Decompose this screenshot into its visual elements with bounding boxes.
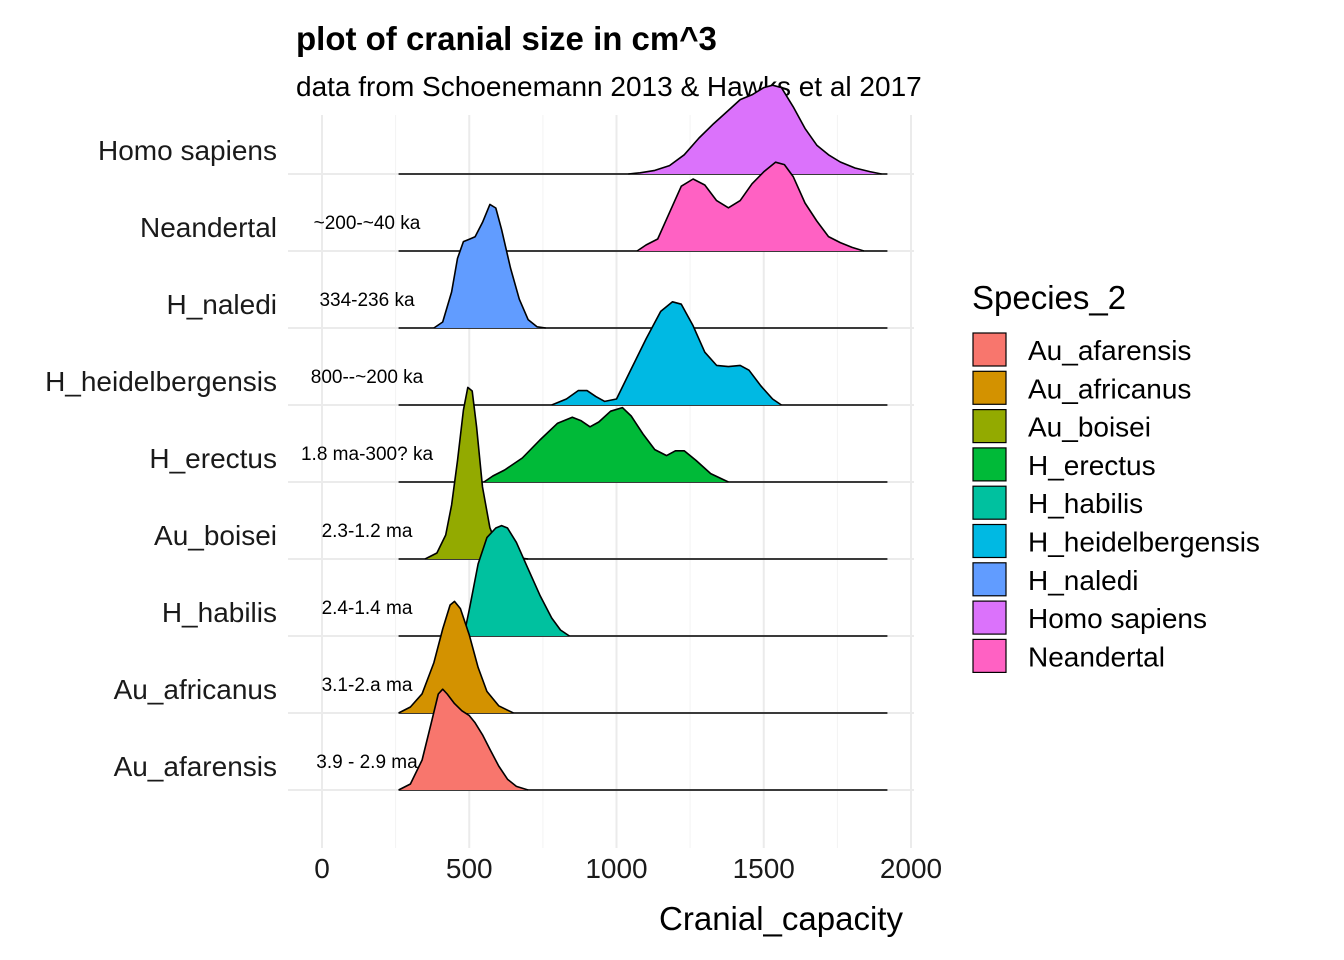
ridge-outline bbox=[483, 406, 729, 483]
ridge-outline bbox=[398, 688, 529, 791]
ridge-au-africanus bbox=[398, 600, 888, 714]
annotation-h-erectus: 1.8 ma-300? ka bbox=[301, 444, 433, 465]
legend-swatch bbox=[972, 485, 1007, 520]
legend: Species_2 Au_afarensis Au_africanus Au_boi… bbox=[972, 279, 1260, 674]
ridge-area bbox=[484, 407, 729, 482]
x-tick-label: 2000 bbox=[880, 853, 942, 884]
legend-item-homo-sapiens: Homo sapiens bbox=[972, 600, 1207, 635]
ridge-layer bbox=[398, 84, 888, 791]
y-label-homo-sapiens: Homo sapiens bbox=[98, 135, 277, 166]
legend-label: H_naledi bbox=[1028, 565, 1139, 596]
legend-swatch bbox=[972, 600, 1007, 635]
ridge-area bbox=[463, 525, 570, 636]
chart-title: plot of cranial size in cm^3 bbox=[296, 20, 717, 57]
x-tick-label: 1500 bbox=[733, 853, 795, 884]
annotation-h-heidelbergensis: 800--~200 ka bbox=[311, 367, 424, 388]
legend-label: Au_africanus bbox=[1028, 373, 1191, 404]
y-label-au-boisei: Au_boisei bbox=[154, 520, 277, 551]
ridge-h-habilis bbox=[398, 524, 888, 637]
x-tick-label: 500 bbox=[446, 853, 493, 884]
ridge-area bbox=[628, 85, 882, 174]
legend-label: Neandertal bbox=[1028, 641, 1165, 672]
y-axis-labels: Homo sapiens Neandertal H_naledi H_heidelbe… bbox=[45, 135, 277, 782]
ridge-area bbox=[551, 301, 782, 405]
y-label-h-heidelbergensis: H_heidelbergensis bbox=[45, 366, 277, 397]
legend-label: Au_afarensis bbox=[1028, 335, 1191, 366]
legend-label: H_habilis bbox=[1028, 488, 1143, 519]
ridge-area bbox=[433, 204, 546, 328]
x-tick-label: 0 bbox=[314, 853, 330, 884]
plot-panel: 3.9 - 2.9 ma 3.1-2.a ma 2.4-1.4 ma 2.3-1.2 … bbox=[288, 84, 914, 848]
ridge-au-afarensis bbox=[398, 688, 888, 791]
ridge-area bbox=[398, 689, 529, 790]
x-axis-ticks: 0 500 1000 1500 2000 bbox=[314, 853, 942, 884]
legend-item-h-habilis: H_habilis bbox=[972, 485, 1143, 520]
y-label-au-afarensis: Au_afarensis bbox=[114, 751, 277, 782]
ridge-area bbox=[637, 162, 864, 251]
y-label-au-africanus: Au_africanus bbox=[114, 674, 277, 705]
y-label-h-habilis: H_habilis bbox=[162, 597, 277, 628]
annotation-h-habilis: 2.4-1.4 ma bbox=[322, 598, 413, 619]
legend-item-au-africanus: Au_africanus bbox=[972, 370, 1191, 405]
y-label-h-erectus: H_erectus bbox=[149, 443, 277, 474]
ridge-h-naledi bbox=[398, 203, 888, 329]
legend-item-au-afarensis: Au_afarensis bbox=[972, 332, 1191, 367]
annotation-h-naledi: 334-236 ka bbox=[319, 290, 415, 311]
legend-title: Species_2 bbox=[972, 279, 1126, 316]
y-label-neandertal: Neandertal bbox=[140, 212, 277, 243]
annotation-au-africanus: 3.1-2.a ma bbox=[322, 675, 413, 696]
ridge-outline bbox=[398, 600, 514, 714]
legend-label: H_erectus bbox=[1028, 450, 1156, 481]
legend-swatch bbox=[972, 447, 1007, 482]
legend-label: Au_boisei bbox=[1028, 412, 1151, 443]
annotation-au-afarensis: 3.9 - 2.9 ma bbox=[316, 752, 418, 773]
legend-items: Au_afarensis Au_africanus Au_boisei H_erect… bbox=[972, 332, 1260, 674]
ridge-area bbox=[398, 601, 514, 713]
ridge-outline bbox=[462, 524, 570, 637]
legend-swatch bbox=[972, 523, 1007, 559]
y-label-h-naledi: H_naledi bbox=[166, 289, 277, 320]
legend-item-au-boisei: Au_boisei bbox=[972, 409, 1151, 444]
x-axis-title: Cranial_capacity bbox=[659, 900, 903, 937]
legend-label: H_heidelbergensis bbox=[1028, 527, 1260, 558]
ridge-homo-sapiens bbox=[398, 84, 888, 175]
ridge-outline bbox=[628, 84, 882, 175]
legend-label: Homo sapiens bbox=[1028, 603, 1207, 634]
ridge-outline bbox=[551, 301, 782, 406]
legend-item-h-naledi: H_naledi bbox=[972, 562, 1139, 597]
legend-item-neandertal: Neandertal bbox=[972, 638, 1165, 674]
legend-swatch bbox=[972, 370, 1007, 405]
x-tick-label: 1000 bbox=[585, 853, 647, 884]
ridge-area bbox=[425, 387, 529, 559]
ridge-outline bbox=[433, 203, 546, 329]
ridge-outline bbox=[636, 161, 865, 252]
legend-item-h-erectus: H_erectus bbox=[972, 447, 1156, 482]
legend-swatch bbox=[972, 562, 1007, 597]
annotation-layer: 3.9 - 2.9 ma 3.1-2.a ma 2.4-1.4 ma 2.3-1.2 … bbox=[301, 213, 433, 773]
ridge-h-heidelbergensis bbox=[398, 301, 888, 406]
annotation-neandertal: ~200-~40 ka bbox=[314, 213, 421, 234]
legend-swatch bbox=[972, 409, 1007, 444]
legend-swatch bbox=[972, 332, 1007, 367]
chart-subtitle: data from Schoenemann 2013 & Hawks et al… bbox=[296, 71, 922, 102]
legend-swatch bbox=[972, 638, 1007, 674]
legend-item-h-heidelbergensis: H_heidelbergensis bbox=[972, 523, 1260, 559]
annotation-au-boisei: 2.3-1.2 ma bbox=[322, 521, 413, 542]
